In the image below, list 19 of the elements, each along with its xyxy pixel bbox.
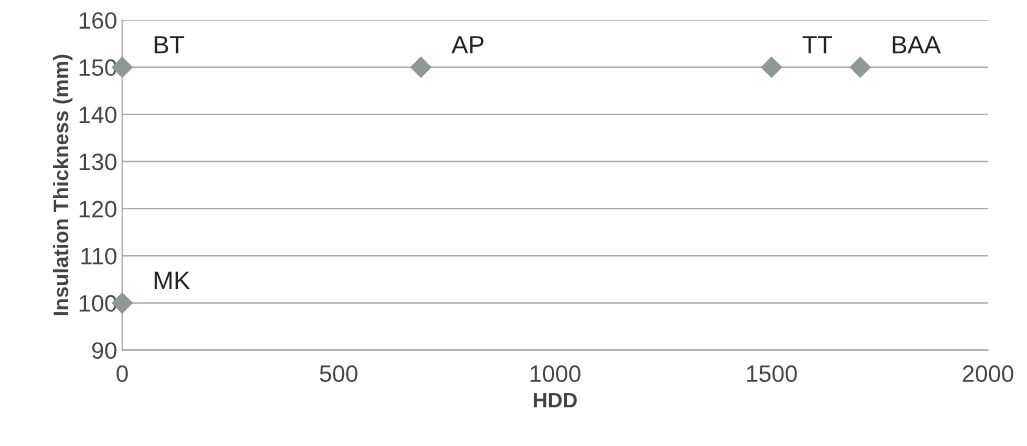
y-tick-label: 130 <box>79 153 117 171</box>
x-tick-label: 0 <box>116 365 128 383</box>
y-axis-title: Insulation Thickness (mm) <box>52 54 73 316</box>
y-tick-label: 120 <box>79 200 117 218</box>
annotation: TT <box>802 36 833 54</box>
x-tick-label: 500 <box>319 365 358 383</box>
x-tick-label: 1500 <box>747 365 797 383</box>
x-tick-label: 2000 <box>962 365 1014 383</box>
annotation: BAA <box>892 36 941 54</box>
x-tick-label: 1000 <box>530 365 581 383</box>
x-axis-title: HDD <box>533 393 577 408</box>
y-tick-label: 100 <box>79 295 117 312</box>
y-tick-label: 160 <box>79 12 117 29</box>
y-tick-label: 90 <box>92 342 117 359</box>
annotation: BT <box>154 36 185 54</box>
annotation: AP <box>451 36 484 54</box>
y-tick-label: 110 <box>81 247 117 265</box>
annotation: MK <box>154 271 190 290</box>
y-tick-label: 140 <box>79 106 117 124</box>
